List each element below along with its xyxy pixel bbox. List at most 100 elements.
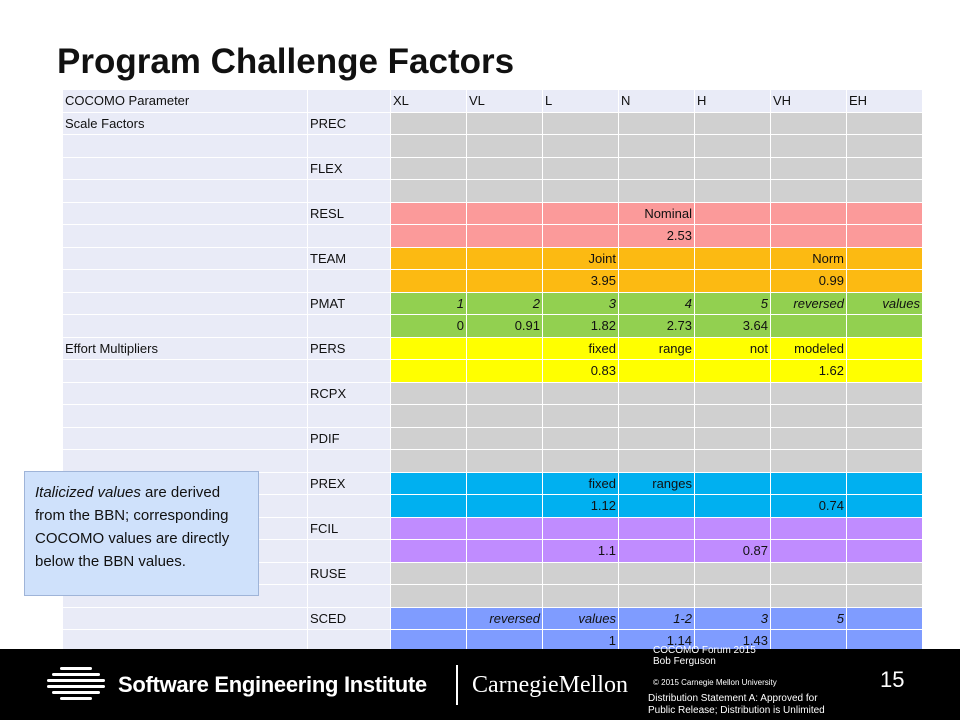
- table-row: PMAT 1 2 3 4 5 reversed values: [62, 291, 923, 315]
- distribution-line-1: Distribution Statement A: Approved for: [648, 693, 818, 704]
- rating-cell: [390, 269, 467, 293]
- sei-logo-icon: [47, 667, 105, 700]
- distribution-line-2: Public Release; Distribution is Unlimite…: [648, 705, 825, 716]
- rating-cell: [770, 314, 847, 338]
- footer-bar: Software Engineering Institute CarnegieM…: [0, 645, 960, 720]
- rating-cell: [770, 516, 847, 540]
- rating-cell: [770, 201, 847, 225]
- rating-cell: [694, 449, 771, 473]
- category-cell: [62, 291, 308, 315]
- table-row: 2.53: [62, 224, 923, 248]
- rating-cell: [542, 134, 619, 158]
- rating-cell: [390, 539, 467, 563]
- rating-cell: [618, 134, 695, 158]
- rating-cell: [846, 314, 923, 338]
- table-row: Effort Multipliers PERS fixed range not model…: [62, 336, 923, 360]
- rating-cell: ranges: [618, 471, 695, 495]
- rating-cell: 0.74: [770, 494, 847, 518]
- rating-cell: [770, 156, 847, 180]
- page-number: 15: [880, 667, 905, 692]
- header-cell: [307, 89, 391, 113]
- rating-cell: [390, 201, 467, 225]
- rating-cell: [390, 426, 467, 450]
- category-cell: [62, 426, 308, 450]
- table-row: FLEX: [62, 156, 923, 180]
- parameter-cell: [307, 404, 391, 428]
- parameter-cell: [307, 449, 391, 473]
- rating-cell: reversed: [770, 291, 847, 315]
- rating-cell: [466, 584, 543, 608]
- table-row: SCED reversed values 1-2 3 5: [62, 606, 923, 630]
- rating-cell: range: [618, 336, 695, 360]
- parameter-cell: PREC: [307, 111, 391, 135]
- rating-cell: 0.87: [694, 539, 771, 563]
- rating-cell: [390, 516, 467, 540]
- rating-cell: [466, 629, 543, 653]
- category-cell: [62, 314, 308, 338]
- rating-cell: [542, 179, 619, 203]
- rating-cell: [846, 561, 923, 585]
- table-row: 1 1.14 1.43: [62, 629, 923, 653]
- rating-cell: [846, 606, 923, 630]
- rating-cell: [390, 224, 467, 248]
- rating-cell: 3: [694, 606, 771, 630]
- category-cell: [62, 269, 308, 293]
- rating-cell: [694, 246, 771, 270]
- table-row: RESL Nominal: [62, 201, 923, 225]
- rating-cell: [390, 336, 467, 360]
- parameter-cell: [307, 359, 391, 383]
- rating-cell: [390, 494, 467, 518]
- parameter-cell: FCIL: [307, 516, 391, 540]
- rating-cell: reversed: [466, 606, 543, 630]
- rating-cell: [846, 134, 923, 158]
- rating-cell: 2.53: [618, 224, 695, 248]
- italic-values-note: Italicized values are derived from the B…: [24, 471, 259, 596]
- rating-cell: [542, 404, 619, 428]
- category-cell: Scale Factors: [62, 111, 308, 135]
- rating-cell: Nominal: [618, 201, 695, 225]
- category-cell: [62, 179, 308, 203]
- rating-cell: [466, 494, 543, 518]
- rating-cell: [466, 224, 543, 248]
- header-cell: VL: [466, 89, 543, 113]
- rating-cell: [846, 584, 923, 608]
- rating-cell: [466, 449, 543, 473]
- rating-cell: values: [846, 291, 923, 315]
- table-row: [62, 134, 923, 158]
- rating-cell: [618, 246, 695, 270]
- rating-cell: [466, 336, 543, 360]
- note-text: are derived from the BBN; corresponding …: [35, 484, 230, 570]
- meta-forum: COCOMO Forum 2015: [653, 645, 756, 656]
- rating-cell: [466, 561, 543, 585]
- rating-cell: [542, 516, 619, 540]
- parameter-cell: [307, 134, 391, 158]
- rating-cell: [694, 134, 771, 158]
- category-cell: [62, 224, 308, 248]
- parameter-cell: PERS: [307, 336, 391, 360]
- rating-cell: [466, 426, 543, 450]
- rating-cell: [618, 381, 695, 405]
- rating-cell: [618, 561, 695, 585]
- table-row: [62, 449, 923, 473]
- rating-cell: [846, 179, 923, 203]
- rating-cell: [390, 606, 467, 630]
- rating-cell: [846, 381, 923, 405]
- rating-cell: fixed: [542, 336, 619, 360]
- rating-cell: 4: [618, 291, 695, 315]
- rating-cell: 1.82: [542, 314, 619, 338]
- table-row: TEAM Joint Norm: [62, 246, 923, 270]
- rating-cell: [466, 134, 543, 158]
- rating-cell: [542, 584, 619, 608]
- header-cell: COCOMO Parameter: [62, 89, 308, 113]
- rating-cell: [390, 179, 467, 203]
- parameter-cell: PMAT: [307, 291, 391, 315]
- rating-cell: [846, 336, 923, 360]
- rating-cell: [846, 471, 923, 495]
- rating-cell: [694, 269, 771, 293]
- rating-cell: [542, 381, 619, 405]
- footer-divider: [456, 665, 458, 705]
- rating-cell: 5: [770, 606, 847, 630]
- rating-cell: [694, 201, 771, 225]
- presentation-meta: COCOMO Forum 2015 Bob Ferguson: [653, 645, 756, 667]
- rating-cell: [466, 516, 543, 540]
